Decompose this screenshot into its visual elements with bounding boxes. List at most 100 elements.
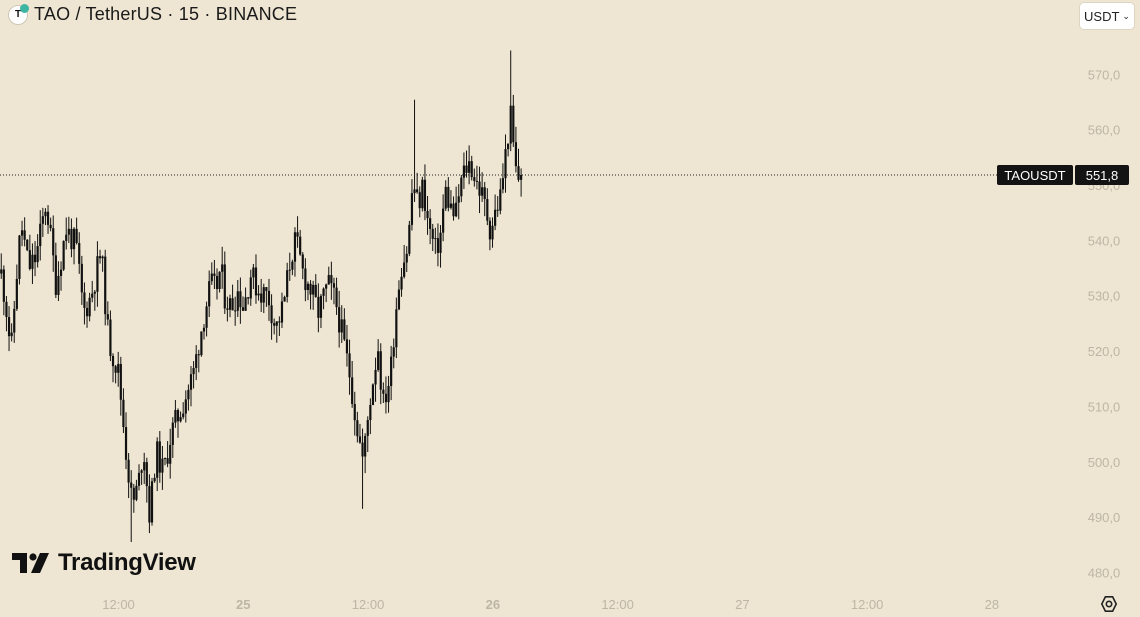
candle-body xyxy=(166,458,169,464)
candle-body xyxy=(130,482,133,488)
candle-body xyxy=(0,269,3,274)
candle-body xyxy=(150,481,154,523)
candle-body xyxy=(481,187,484,196)
candle-body xyxy=(369,404,372,421)
time-axis-label: 25 xyxy=(236,597,250,612)
candle-body xyxy=(200,331,203,356)
candle-body xyxy=(299,236,302,255)
candle-body xyxy=(62,240,65,270)
candle-body xyxy=(455,202,458,217)
candle-body xyxy=(512,105,515,143)
candle-body xyxy=(379,351,382,390)
candle-body xyxy=(179,417,182,422)
candle-body xyxy=(20,230,24,236)
time-axis[interactable]: 12:00 25 12:00 26 12:00 27 12:00 28 xyxy=(102,597,999,612)
candle-body xyxy=(270,305,273,324)
candle-body xyxy=(169,444,172,464)
candle-body xyxy=(244,297,247,311)
candle-body xyxy=(247,297,250,299)
candle-body xyxy=(507,143,510,150)
candle-body xyxy=(226,308,229,310)
candle-body xyxy=(387,385,390,403)
price-axis[interactable]: 570,0560,0550,0540,0530,0520,0510,0500,0… xyxy=(1088,67,1121,580)
candle-body xyxy=(447,186,450,208)
candle-body xyxy=(221,264,224,272)
price-axis-label: 540,0 xyxy=(1088,233,1121,248)
candle-body xyxy=(382,389,385,394)
currency-selector-button[interactable]: USDT ⌄ xyxy=(1080,3,1134,29)
candle-body xyxy=(36,246,39,263)
candle-body xyxy=(132,487,135,500)
logo-letter: T xyxy=(14,9,22,20)
candle-body xyxy=(104,256,107,315)
candle-body xyxy=(325,284,328,289)
candle-body xyxy=(327,275,330,285)
candle-body xyxy=(460,177,463,197)
price-axis-label: 560,0 xyxy=(1088,123,1121,138)
candle-body xyxy=(210,273,213,282)
candle-body xyxy=(197,354,200,356)
candle-body xyxy=(13,308,16,333)
candle-body xyxy=(148,486,151,523)
candle-body xyxy=(98,256,102,259)
price-axis-label: 500,0 xyxy=(1088,455,1121,470)
candle-body xyxy=(184,399,187,414)
candle-body xyxy=(23,230,26,240)
candle-body xyxy=(80,263,83,293)
candle-body xyxy=(267,290,271,306)
candle-body xyxy=(135,485,138,500)
candle-body xyxy=(205,306,208,328)
time-axis-label: 27 xyxy=(735,597,749,612)
candle-body xyxy=(254,267,258,296)
candle-body xyxy=(26,239,29,251)
candle-body xyxy=(117,363,120,373)
candle-body xyxy=(348,353,351,378)
candle-body xyxy=(397,289,401,310)
candle-body xyxy=(421,179,424,209)
candle-body xyxy=(158,441,161,473)
candle-body xyxy=(358,436,362,443)
candle-body xyxy=(52,228,55,256)
candle-body xyxy=(72,228,76,250)
candle-body xyxy=(304,268,307,291)
candle-body xyxy=(434,238,437,240)
time-axis-label: 12:00 xyxy=(352,597,385,612)
price-axis-label: 490,0 xyxy=(1088,510,1121,525)
candle-body xyxy=(239,291,242,308)
candle-body xyxy=(301,254,304,269)
tradingview-wordmark: TradingView xyxy=(58,549,196,576)
candle-body xyxy=(499,189,502,211)
candle-body xyxy=(413,189,416,194)
candle-body xyxy=(278,321,281,323)
candle-body xyxy=(187,389,190,400)
price-axis-label: 530,0 xyxy=(1088,289,1121,304)
candle-body xyxy=(111,355,115,367)
candle-body xyxy=(335,287,338,308)
candle-body xyxy=(265,287,268,291)
candle-body xyxy=(330,275,333,284)
candle-body xyxy=(462,165,466,178)
candle-body xyxy=(15,278,18,309)
candle-body xyxy=(423,179,427,211)
settings-gear-icon[interactable] xyxy=(1100,595,1118,613)
symbol-tag-box xyxy=(997,165,1073,186)
candle-body xyxy=(478,181,481,196)
price-tag-box xyxy=(1075,165,1129,186)
candle-body xyxy=(223,264,226,309)
candle-body xyxy=(377,351,380,370)
candle-body xyxy=(501,178,505,190)
candle-body xyxy=(517,166,520,180)
candle-body xyxy=(306,283,310,291)
candle-body xyxy=(2,269,5,302)
tradingview-brand[interactable]: TradingView xyxy=(12,549,196,577)
candle-body xyxy=(343,319,346,340)
candle-body xyxy=(10,332,13,337)
candle-body xyxy=(161,458,164,473)
candle-body xyxy=(275,321,278,326)
candle-body xyxy=(312,284,315,295)
candle-body xyxy=(114,366,117,373)
symbol-title[interactable]: TAO / TetherUS · 15 · BINANCE xyxy=(34,4,298,24)
candle-body xyxy=(70,228,73,250)
candle-body xyxy=(366,420,369,436)
